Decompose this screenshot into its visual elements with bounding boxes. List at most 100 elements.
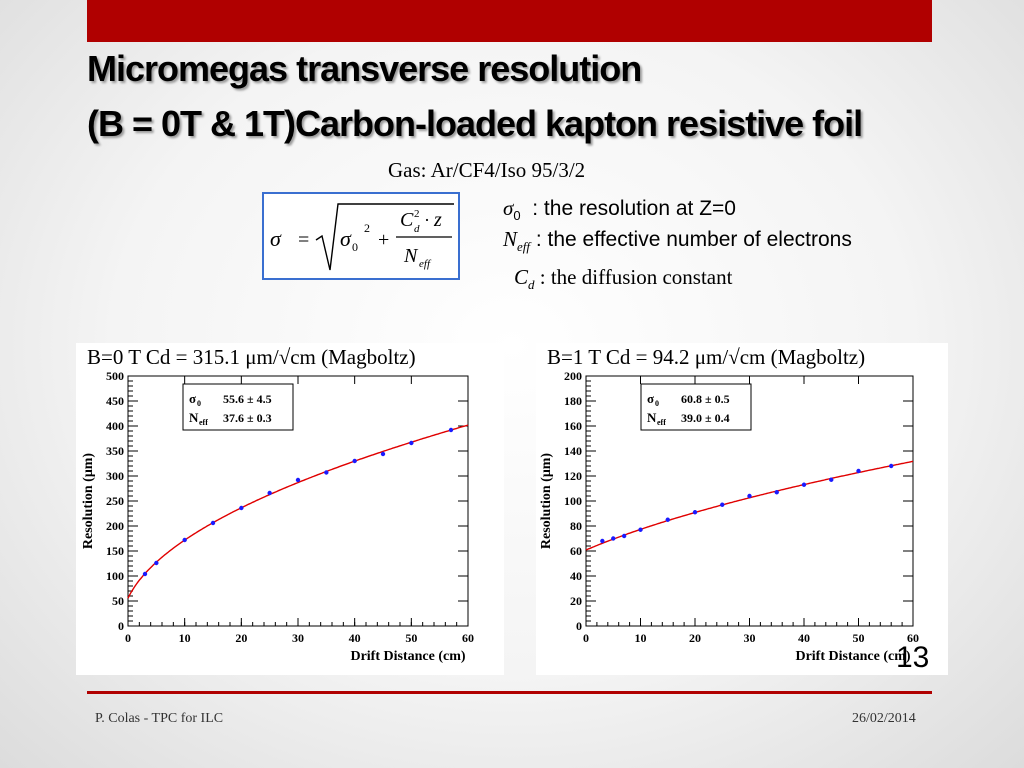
y-tick-label: 40 [570,569,582,583]
data-point [352,458,357,464]
y-tick-label: 100 [564,494,582,508]
data-point [154,560,159,566]
x-tick-label: 50 [853,631,865,645]
data-point [665,517,670,522]
data-point [692,510,698,515]
data-point [239,505,244,511]
footer-date: 26/02/2014 [852,711,916,726]
stats-sigma0-subscript: 0 [197,399,201,408]
x-tick-label: 10 [179,631,191,645]
chart-b1-label: B=1 T Cd = 94.2 μm/√cm (Magboltz) [545,345,868,370]
y-tick-label: 100 [106,569,124,583]
y-tick-label: 300 [106,469,124,483]
data-point [621,533,627,539]
stats-neff-value: 39.0 ± 0.4 [681,411,730,425]
x-tick-label: 40 [798,631,810,645]
fit-stats-box [182,383,294,431]
x-tick-label: 60 [907,631,919,645]
y-tick-label: 200 [106,519,124,533]
formula-graphic: σ = σ 0 2 + C 2 d · z N eff [270,203,454,271]
y-tick-label: 250 [106,494,124,508]
slide-subtitle: (B = 0T & 1T)Carbon-loaded kapton resist… [87,103,863,144]
footer-author: P. Colas - TPC for ILC [95,711,224,726]
svg-text:z: z [433,209,442,231]
svg-text:σ: σ [270,226,282,251]
gas-mixture: Gas: Ar/CF4/Iso 95/3/2 [388,158,586,182]
svg-text:2: 2 [414,208,420,220]
y-tick-label: 0 [576,619,582,633]
x-tick-label: 20 [235,631,247,645]
stats-neff-symbol: N [189,410,199,425]
x-tick-label: 20 [689,631,701,645]
y-tick-label: 350 [106,444,124,458]
stats-neff-subscript: eff [199,418,208,427]
definition-cd: Cd : the diffusion constant [514,265,733,293]
data-point [720,502,725,507]
y-tick-label: 140 [564,444,582,458]
bottom-accent-line [87,691,932,694]
y-tick-label: 450 [106,394,124,408]
definition-sigma0-text: : the resolution at Z=0 [532,197,736,220]
definition-neff: Neff : the effective number of electrons [503,227,852,255]
chart-panel-b0: 0 10 20 30 40 50 60 0 50 100 150 200 250 300 350 400 450… [76,343,504,675]
resolution-formula: σ = σ 0 2 + C 2 d · z N eff [262,192,460,280]
svg-text:C: C [400,209,414,231]
x-tick-label: 0 [125,631,131,645]
stats-sigma0-subscript: 0 [655,399,659,408]
data-point [801,482,807,487]
svg-text:d: d [414,223,420,235]
svg-text:·: · [424,210,430,230]
x-tick-label: 0 [583,631,589,645]
svg-text:0: 0 [352,240,358,254]
x-tick-label: 30 [744,631,756,645]
y-axis-label: Resolution (μm) [81,453,96,550]
x-tick-label: 60 [462,631,474,645]
data-point [600,538,605,544]
y-tick-label: 200 [564,369,582,383]
data-point [448,427,454,433]
data-point [142,571,148,577]
data-point [267,490,272,496]
stats-neff-symbol: N [647,410,657,425]
page-number: 13 [896,641,930,674]
data-point [889,463,894,469]
y-tick-label: 150 [106,544,124,558]
svg-text:eff: eff [419,258,432,270]
chart-b0: 0 10 20 30 40 50 60 0 50 100 150 200 250 300 350 400 450… [81,369,474,664]
fit-curve [585,460,914,551]
data-point [324,470,329,475]
y-tick-label: 60 [570,544,582,558]
data-point [295,477,301,483]
data-point [409,440,414,446]
x-tick-label: 10 [635,631,647,645]
data-point [380,451,386,457]
stats-neff-value: 37.6 ± 0.3 [223,411,272,425]
slide-title: Micromegas transverse resolution [87,48,642,89]
fit-curve [127,424,469,599]
stats-sigma0-symbol: σ [647,391,654,406]
svg-text:2: 2 [364,221,370,235]
y-tick-label: 500 [106,369,124,383]
y-tick-label: 120 [564,469,582,483]
chart-panel-b1: 0 10 20 30 40 50 60 0 20 40 60 80 100 120 140 160 180 200… [536,343,948,675]
y-tick-label: 180 [564,394,582,408]
data-point [747,493,752,499]
top-accent-bar [87,0,932,42]
plot-frame [127,375,469,627]
data-point [829,477,834,482]
definition-sigma0: σ0 : the resolution at Z=0 [503,196,736,224]
definition-neff-text: : the effective number of electrons [535,228,852,251]
y-axis-label: Resolution (μm) [539,453,554,550]
data-point [611,536,616,541]
data-point [182,537,187,543]
y-tick-label: 50 [112,594,124,608]
svg-text:N: N [403,245,419,267]
svg-text:σ: σ [340,226,352,251]
x-tick-label: 30 [292,631,304,645]
data-point [638,527,643,532]
stats-sigma0-value: 55.6 ± 4.5 [223,392,272,406]
x-tick-label: 50 [405,631,417,645]
fit-stats-box [640,383,752,431]
y-tick-label: 80 [570,519,582,533]
x-axis-label: Drift Distance (cm) [350,649,465,664]
